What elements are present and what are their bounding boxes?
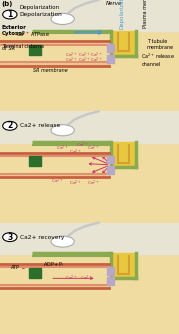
Text: Cytosol: Cytosol — [2, 31, 25, 36]
Text: Depolarization: Depolarization — [119, 0, 124, 29]
Bar — [29, 268, 41, 278]
Bar — [0, 0, 179, 31]
Text: Ca$^{2+}$: Ca$^{2+}$ — [87, 179, 99, 188]
Text: Ca$^{2+}$: Ca$^{2+}$ — [90, 55, 103, 65]
Text: T tubule
membrane: T tubule membrane — [147, 39, 174, 50]
Text: of SR: of SR — [2, 46, 14, 51]
Bar — [0, 111, 179, 143]
Polygon shape — [111, 31, 136, 56]
Text: Ca$^{2+}$: Ca$^{2+}$ — [90, 51, 103, 60]
Bar — [0, 41, 109, 66]
Bar — [107, 156, 114, 163]
Bar — [0, 223, 179, 254]
Bar — [0, 156, 109, 174]
Text: Ca$^{2+}$: Ca$^{2+}$ — [51, 177, 64, 186]
Text: Depolarization: Depolarization — [20, 5, 60, 10]
Bar — [107, 44, 114, 52]
Text: (b): (b) — [2, 1, 13, 7]
Bar — [0, 153, 109, 177]
Bar — [107, 278, 114, 285]
Bar — [0, 267, 109, 285]
Text: Ca$^{2+}$: Ca$^{2+}$ — [78, 51, 90, 60]
Polygon shape — [111, 253, 136, 278]
Text: Ca$^{2+}$: Ca$^{2+}$ — [56, 143, 69, 153]
Bar — [29, 45, 41, 55]
Text: Ca$^{2+}$: Ca$^{2+}$ — [69, 148, 81, 157]
Ellipse shape — [51, 13, 74, 24]
Circle shape — [3, 10, 17, 19]
Text: SR membrane: SR membrane — [33, 68, 67, 72]
Text: Ca$^{2+}$ ATPase: Ca$^{2+}$ ATPase — [16, 29, 50, 39]
Text: Ca$^{2+}$: Ca$^{2+}$ — [65, 51, 78, 60]
Bar — [0, 264, 109, 288]
Text: Ca2+ release: Ca2+ release — [20, 123, 60, 128]
Text: Ca$^{2+}$: Ca$^{2+}$ — [87, 143, 99, 153]
Text: 2: 2 — [7, 121, 13, 130]
Ellipse shape — [51, 125, 74, 136]
Text: Terminal cisterna: Terminal cisterna — [2, 44, 44, 49]
Ellipse shape — [51, 236, 74, 247]
Text: 3: 3 — [7, 233, 13, 241]
Text: Ca$^{2+}$ release
channel: Ca$^{2+}$ release channel — [141, 51, 176, 66]
Circle shape — [3, 121, 17, 130]
Text: Plasma membrane: Plasma membrane — [143, 0, 148, 28]
Text: Ca2+ recovery: Ca2+ recovery — [20, 235, 64, 239]
Text: Ca$^{2+}$: Ca$^{2+}$ — [80, 274, 92, 283]
Text: Ca$^{2+}$: Ca$^{2+}$ — [65, 274, 78, 283]
Circle shape — [3, 233, 17, 241]
Bar — [107, 55, 114, 63]
Bar — [107, 166, 114, 174]
Text: Ca$^{2+}$: Ca$^{2+}$ — [78, 55, 90, 65]
Bar — [29, 156, 41, 166]
Polygon shape — [111, 142, 136, 167]
Text: ATP: ATP — [11, 265, 20, 270]
Text: Ca$^{2+}$: Ca$^{2+}$ — [76, 141, 89, 151]
Bar — [107, 267, 114, 275]
Text: ADP+ P$_i$: ADP+ P$_i$ — [43, 261, 65, 270]
Bar — [0, 44, 109, 62]
Text: Ca$^{2+}$: Ca$^{2+}$ — [65, 55, 78, 65]
Text: Depolarization: Depolarization — [20, 12, 62, 17]
Text: Exterior: Exterior — [2, 25, 27, 30]
Text: 1: 1 — [7, 10, 13, 19]
Text: Ca$^{2+}$: Ca$^{2+}$ — [69, 179, 81, 188]
Text: Nerve: Nerve — [106, 1, 122, 6]
